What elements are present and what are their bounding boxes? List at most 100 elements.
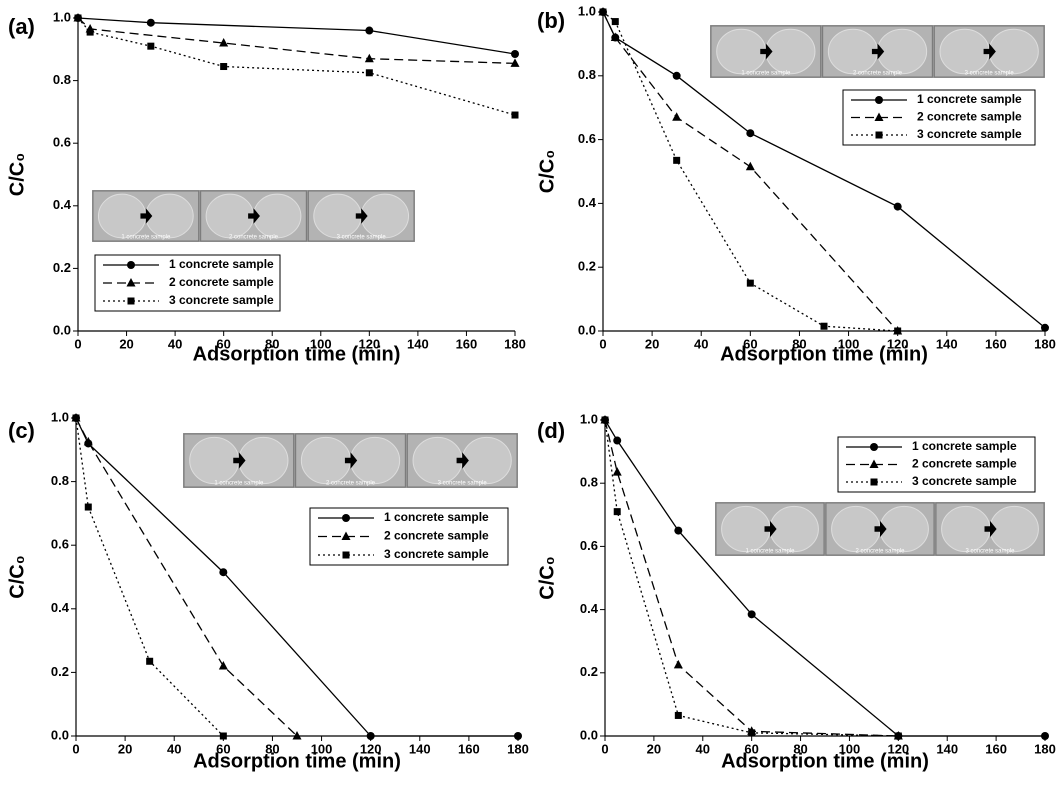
arrow [233,452,246,469]
dish [300,436,351,485]
inset-label: 1 concrete sample [121,235,171,241]
x-tick-label: 0 [599,336,606,351]
y-axis-label: C/C₀ [6,153,28,196]
marker [894,732,902,740]
dish [827,28,879,75]
y-tick-label: 0.2 [580,664,598,679]
y-tick-label: 0.6 [580,538,598,553]
marker [218,661,228,670]
series-line [77,17,516,116]
marker [72,414,80,422]
legend-label: 3 concrete sample [917,127,1022,141]
dish [716,28,767,75]
panel-label: (d) [537,418,565,443]
legend-label: 1 concrete sample [169,257,274,271]
y-tick-label: 1.0 [578,3,596,18]
inset-label: 3 concrete sample [965,71,1015,77]
dish [412,436,463,485]
arrow [764,520,777,538]
marker [673,156,681,164]
dish [350,436,401,485]
inset-label: 1 concrete sample [214,481,264,487]
x-tick-label: 140 [936,336,958,351]
y-tick-label: 1.0 [51,409,69,424]
y-axis-label: C/C₀ [6,555,28,598]
legend-marker [342,514,350,522]
y-tick-label: 0.2 [53,260,71,275]
x-tick-label: 140 [936,741,958,756]
dish [831,505,881,553]
dish [879,505,929,553]
arrow [983,43,996,60]
arrow [140,208,153,224]
y-tick-label: 0.8 [578,67,596,82]
panel: (c) 1 concrete sample 2 concrete sample 3 c… [6,409,529,772]
marker [674,526,683,535]
legend-marker [875,96,883,104]
legend-label: 2 concrete sample [384,529,489,543]
marker [292,731,302,740]
x-tick-label: 60 [216,741,230,756]
legend-marker [126,278,136,287]
inset-label: 3 concrete sample [965,549,1015,555]
panel-label: (b) [537,8,565,33]
inset-label: 1 concrete sample [745,549,795,555]
marker [748,729,756,737]
marker [893,202,902,211]
arrow [874,520,887,538]
marker [364,53,374,63]
legend-marker [875,131,883,139]
marker [366,732,375,740]
y-tick-label: 1.0 [53,9,71,24]
dish [988,28,1039,75]
x-tick-label: 140 [409,741,431,756]
legend-marker [874,112,884,121]
dish [205,193,255,239]
marker [219,38,229,47]
dish [769,505,819,553]
marker [894,327,902,335]
x-tick-label: 0 [601,741,608,756]
y-tick-label: 0.8 [580,475,598,490]
marker [673,659,683,669]
y-axis-label: C/C₀ [536,556,558,599]
marker [613,436,622,445]
dish [97,193,147,239]
marker [84,503,92,511]
x-tick-label: 40 [167,741,181,756]
inset-label: 2 concrete sample [855,549,905,555]
x-tick-label: 80 [793,741,807,756]
y-tick-label: 1.0 [580,411,598,426]
inset-label: 1 concrete sample [741,71,791,77]
series-line [75,417,298,737]
legend-label: 3 concrete sample [169,293,274,307]
x-tick-label: 160 [456,336,478,351]
x-tick-label: 40 [696,741,710,756]
dish [939,28,990,75]
marker [147,42,155,50]
panel-label: (a) [8,14,35,39]
legend-box [842,89,1036,146]
x-tick-label: 180 [1034,336,1056,351]
arrow [355,208,368,224]
marker [86,28,94,36]
marker [747,610,756,619]
y-tick-label: 0.4 [53,197,72,212]
inset-label: 3 concrete sample [438,481,488,487]
legend-marker [127,297,135,305]
marker [219,732,227,740]
y-tick-label: 0.8 [51,473,69,488]
arrow [984,520,997,538]
panel: (b) 1 concrete sample 2 concrete sample 3 c… [536,3,1056,365]
marker [514,732,522,740]
x-tick-label: 180 [504,336,526,351]
x-tick-label: 20 [118,741,132,756]
x-tick-label: 140 [407,336,429,351]
marker [672,112,682,121]
legend-marker [342,551,350,559]
inset-label: 3 concrete sample [337,235,387,241]
x-tick-label: 80 [792,336,806,351]
marker [220,63,228,71]
marker [610,32,620,42]
marker [510,58,520,67]
